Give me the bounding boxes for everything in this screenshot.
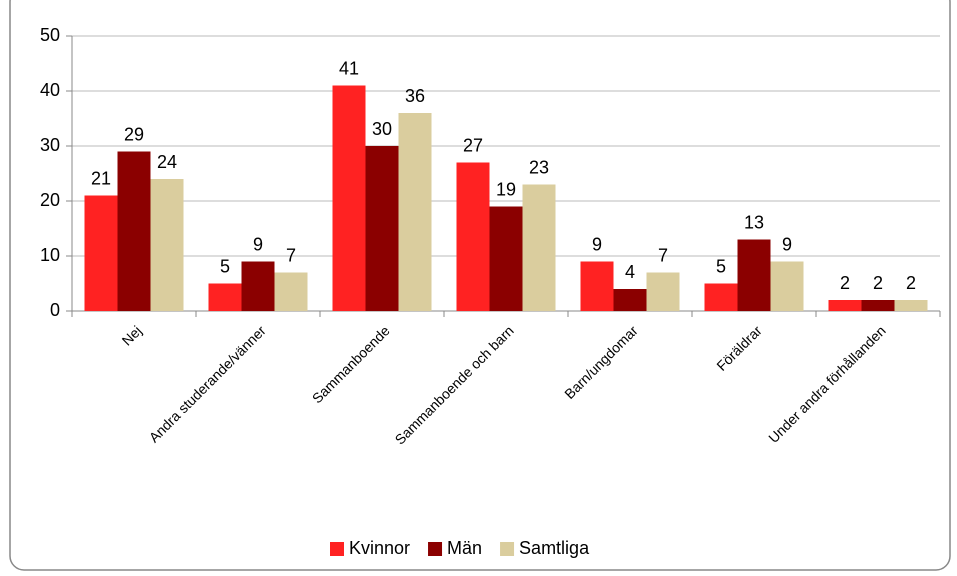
legend-swatch <box>428 542 443 556</box>
legend-label: Kvinnor <box>349 538 410 558</box>
bar <box>770 261 804 311</box>
bar <box>241 261 275 311</box>
bar <box>365 146 399 311</box>
value-label: 2 <box>906 273 916 293</box>
y-tick-label: 30 <box>40 135 60 155</box>
bar <box>737 239 771 311</box>
value-label: 21 <box>91 168 111 188</box>
y-tick-label: 0 <box>50 300 60 320</box>
bar <box>150 179 184 311</box>
bar <box>489 206 523 311</box>
y-tick-label: 10 <box>40 245 60 265</box>
legend-label: Män <box>447 538 482 558</box>
value-label: 9 <box>592 234 602 254</box>
value-label: 7 <box>658 245 668 265</box>
legend-swatch <box>500 542 515 556</box>
value-label: 29 <box>124 124 144 144</box>
bar <box>828 300 862 311</box>
bar <box>274 272 308 311</box>
bar <box>894 300 928 311</box>
value-label: 4 <box>625 262 635 282</box>
y-tick-label: 50 <box>40 25 60 45</box>
bar <box>704 283 738 311</box>
value-label: 41 <box>339 58 359 78</box>
value-label: 19 <box>496 179 516 199</box>
bar <box>456 162 490 311</box>
value-label: 5 <box>220 256 230 276</box>
legend-swatch <box>330 542 344 556</box>
value-label: 24 <box>157 152 177 172</box>
bar <box>861 300 895 311</box>
value-label: 9 <box>253 234 263 254</box>
bar <box>522 184 556 311</box>
value-label: 27 <box>463 135 483 155</box>
bar <box>332 85 366 311</box>
value-label: 9 <box>782 234 792 254</box>
value-label: 2 <box>873 273 883 293</box>
y-tick-label: 40 <box>40 80 60 100</box>
bar <box>646 272 680 311</box>
value-label: 13 <box>744 212 764 232</box>
bar <box>117 151 151 311</box>
value-label: 7 <box>286 245 296 265</box>
bar <box>580 261 614 311</box>
value-label: 30 <box>372 119 392 139</box>
bar <box>398 113 432 311</box>
value-label: 5 <box>716 256 726 276</box>
y-tick-label: 20 <box>40 190 60 210</box>
bar <box>208 283 242 311</box>
bar <box>84 195 118 311</box>
value-label: 36 <box>405 86 425 106</box>
bar <box>613 289 647 311</box>
value-label: 2 <box>840 273 850 293</box>
value-label: 23 <box>529 157 549 177</box>
legend-label: Samtliga <box>519 538 590 558</box>
